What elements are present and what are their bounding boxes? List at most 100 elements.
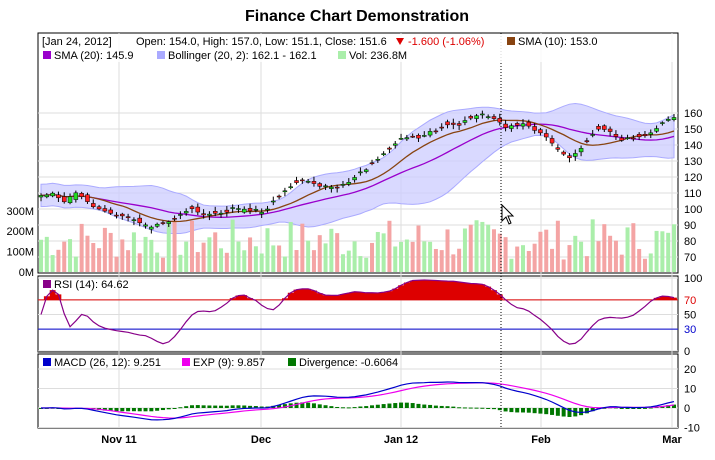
bollinger-band — [40, 103, 675, 235]
candle-body — [422, 135, 427, 137]
volume-tick-label: 0M — [19, 267, 34, 279]
candle-body — [451, 122, 456, 125]
divergence-bar — [224, 405, 229, 408]
volume-bar — [619, 254, 624, 272]
volume-bar — [370, 242, 375, 272]
divergence-bar — [282, 404, 287, 408]
legend-sma20: SMA (20): 145.9 — [54, 50, 134, 62]
price-tick-label: 150 — [684, 124, 702, 136]
volume-bar — [561, 259, 566, 272]
candle-body — [456, 123, 462, 126]
volume-bar — [613, 240, 618, 272]
divergence-bar — [399, 402, 404, 408]
candle-body — [323, 185, 328, 188]
divergence-bar — [358, 406, 363, 408]
volume-bar — [62, 241, 67, 272]
candle-body — [392, 143, 398, 146]
candle-body — [532, 126, 537, 131]
volume-bar — [526, 250, 531, 272]
macd-tick-label: 0 — [684, 403, 690, 415]
divergence-bar — [352, 407, 357, 409]
candle-body — [253, 209, 259, 211]
rsi-legend: RSI (14): 64.62 — [43, 279, 129, 291]
candle-body — [468, 116, 473, 119]
volume-bar — [666, 232, 671, 272]
date-tick-label: Feb — [531, 434, 551, 446]
candle-body — [143, 224, 148, 227]
volume-bar — [404, 239, 409, 272]
price-tick-label: 120 — [684, 172, 702, 184]
volume-bar — [637, 248, 642, 272]
volume-bar — [277, 245, 282, 272]
candle-body — [160, 222, 166, 224]
divergence-bar — [462, 407, 467, 409]
candlesticks — [38, 110, 677, 234]
divergence-bar — [497, 408, 502, 411]
volume-bar — [648, 253, 653, 272]
volume-bar — [201, 242, 206, 272]
volume-bar — [550, 248, 555, 272]
candle-body — [369, 162, 375, 165]
divergence-bar — [160, 408, 165, 411]
candle-body — [224, 209, 230, 213]
rsi-swatch — [43, 280, 51, 288]
volume-bar — [79, 223, 84, 272]
volume-bar — [207, 237, 212, 272]
moving-averages — [40, 119, 675, 223]
candle-body — [79, 193, 84, 197]
candle-body — [172, 218, 177, 220]
volume-bar — [160, 257, 165, 272]
candle-body — [514, 123, 520, 126]
price-tick-label: 100 — [684, 204, 702, 216]
candle-body — [642, 134, 648, 136]
candle-body — [154, 223, 160, 227]
legend-divergence: Divergence: -0.6064 — [299, 357, 398, 369]
candle-body — [305, 181, 311, 183]
volume-bar — [172, 220, 177, 272]
divergence-bar — [602, 407, 607, 409]
exp-line — [40, 382, 675, 419]
candle-body — [44, 194, 50, 198]
macd-tick-label: 10 — [684, 384, 696, 396]
volume-bar — [567, 245, 572, 272]
candle-body — [520, 123, 526, 127]
gridlines — [38, 33, 678, 428]
volume-tick-label: 100M — [6, 247, 34, 259]
divergence-bar — [207, 405, 212, 408]
candle-body — [573, 153, 578, 157]
date-tick-label: Mar — [662, 434, 682, 446]
divergence-bar — [306, 402, 311, 408]
volume-bar — [352, 241, 357, 272]
volume-bar — [381, 233, 386, 272]
divergence-bar — [526, 408, 531, 413]
candle-body — [271, 200, 276, 203]
candle-body — [102, 208, 108, 212]
price-legend-box — [39, 34, 677, 62]
candle-body — [387, 147, 392, 150]
volume-bar — [137, 253, 142, 272]
divergence-bar — [451, 406, 456, 408]
volume-bar — [439, 250, 444, 272]
volume-bar — [131, 232, 136, 272]
divergence-bar — [642, 407, 647, 409]
rsi-tick-label: 0 — [684, 346, 690, 358]
volume-bar — [126, 250, 131, 272]
legend-ohlc: Open: 154.0, High: 157.0, Low: 151.1, Cl… — [136, 36, 387, 48]
sma10-swatch — [507, 37, 515, 45]
divergence-bar — [184, 406, 189, 408]
volume-bar — [143, 236, 148, 272]
axis-labels: 7080901001101201301401501600M100M200M300… — [6, 108, 702, 446]
divergence-bar — [631, 408, 636, 409]
price-tick-label: 90 — [684, 220, 696, 232]
candle-body — [189, 206, 195, 209]
volume-bar — [480, 221, 485, 272]
candle-body — [439, 126, 444, 129]
divergence-bar — [166, 408, 171, 410]
divergence-bar — [195, 405, 200, 408]
candle-body — [607, 128, 613, 132]
legend-rsi: RSI (14): 64.62 — [54, 279, 129, 291]
divergence-bar — [340, 407, 345, 409]
divergence-bar — [335, 406, 340, 408]
price-tick-label: 110 — [684, 188, 702, 200]
divergence-bar — [590, 408, 595, 412]
